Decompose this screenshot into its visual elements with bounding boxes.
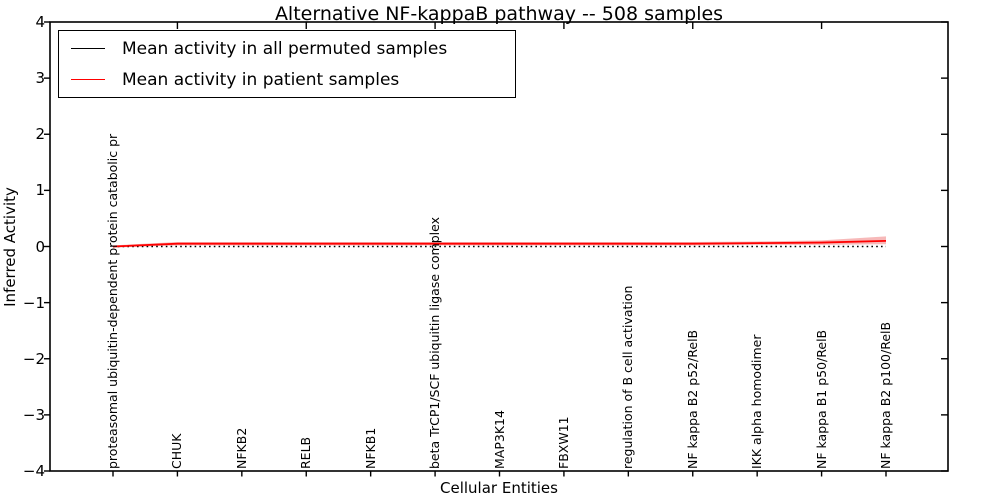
x-category-label: beta TrCP1/SCF ubiquitin ligase complex bbox=[427, 217, 443, 469]
legend-entry-label: Mean activity in patient samples bbox=[122, 69, 400, 90]
x-category-label: RELB bbox=[298, 436, 314, 469]
figure-title: Alternative NF-kappaB pathway -- 508 sam… bbox=[274, 3, 724, 25]
y-tick-label: 2 bbox=[35, 125, 45, 144]
legend-entry-patient: Mean activity in patient samples bbox=[59, 64, 515, 95]
x-category-label: MAP3K14 bbox=[491, 410, 507, 469]
x-category-label: CHUK bbox=[169, 433, 185, 469]
x-category-label: proteasomal ubiquitin-dependent protein … bbox=[105, 133, 120, 469]
y-tick-label: −1 bbox=[22, 293, 45, 312]
x-axis-label: Cellular Entities bbox=[440, 479, 558, 497]
x-category-label: NF kappa B2 p52/RelB bbox=[684, 329, 700, 469]
legend-line-permuted-swatch bbox=[71, 48, 105, 49]
legend-line-patient-swatch bbox=[71, 79, 105, 80]
legend: Mean activity in all permuted samples Me… bbox=[58, 30, 516, 98]
x-category-label: NF kappa B1 p50/RelB bbox=[813, 329, 829, 469]
y-tick-label: 3 bbox=[35, 69, 45, 88]
x-category-label: NF kappa B2 p100/RelB bbox=[878, 321, 893, 469]
x-category-label: regulation of B cell activation bbox=[620, 285, 636, 469]
y-tick-label: −4 bbox=[22, 462, 45, 480]
x-category-label: NFKB1 bbox=[362, 427, 378, 469]
y-tick-label: 4 bbox=[35, 13, 45, 31]
legend-entry-label: Mean activity in all permuted samples bbox=[122, 38, 448, 59]
x-category-label: NFKB2 bbox=[233, 427, 249, 469]
x-category-label: IKK alpha homodimer bbox=[749, 334, 765, 470]
legend-entry-permuted: Mean activity in all permuted samples bbox=[59, 33, 515, 64]
y-tick-label: 1 bbox=[35, 181, 45, 200]
x-category-label: FBXW11 bbox=[555, 416, 571, 469]
y-tick-label: −3 bbox=[22, 405, 45, 424]
y-tick-label: 0 bbox=[35, 237, 45, 256]
y-tick-label: −2 bbox=[22, 349, 45, 368]
